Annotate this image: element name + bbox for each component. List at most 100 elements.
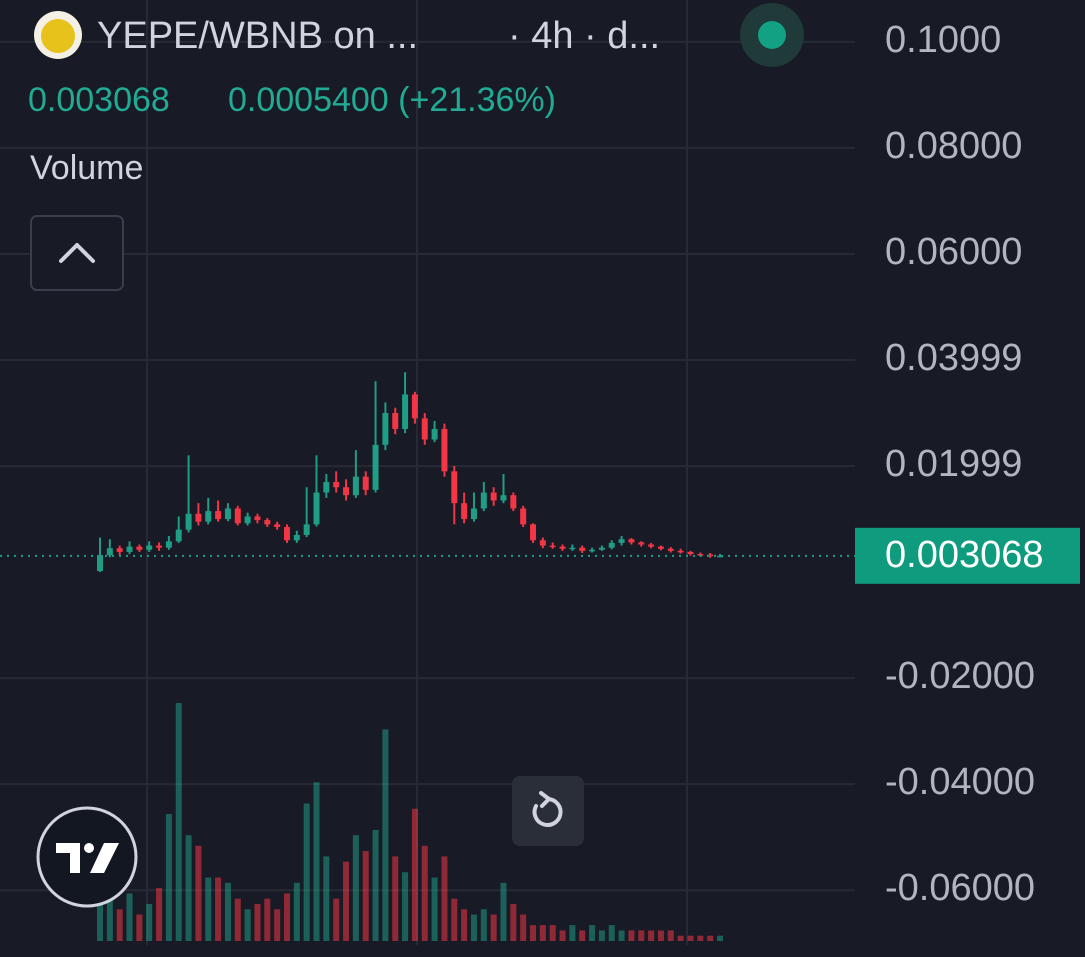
candle-body: [559, 546, 566, 549]
volume-bar: [549, 925, 556, 941]
candle-body: [510, 495, 517, 509]
reset-icon-arrow: [539, 791, 551, 808]
candle-body: [392, 413, 399, 429]
candle-body: [372, 444, 379, 490]
last-price-tag: [855, 527, 1080, 584]
candle-body: [303, 524, 310, 535]
volume-bar: [628, 930, 635, 941]
collapse-button[interactable]: [30, 215, 124, 291]
candle-body: [402, 394, 409, 429]
candle-body: [569, 547, 576, 550]
volume-bar: [283, 893, 290, 941]
volume-bar: [638, 930, 645, 941]
volume-bar: [382, 729, 389, 941]
volume-bar: [717, 935, 723, 941]
chevron-up-icon: [59, 243, 95, 263]
candle-body: [579, 547, 586, 551]
volume-bar: [333, 898, 340, 941]
candle-body: [520, 508, 527, 525]
volume-bar: [126, 893, 133, 941]
status-dot: [758, 21, 786, 49]
volume-bar: [431, 877, 438, 941]
volume-bar: [579, 930, 586, 941]
volume-bar: [343, 861, 350, 941]
candle-body: [254, 516, 261, 521]
volume-bar: [146, 903, 153, 941]
volume-bar: [520, 914, 527, 941]
volume-bar: [205, 877, 212, 941]
volume-bar: [372, 829, 379, 941]
volume-bar: [264, 898, 271, 941]
candle-body: [411, 394, 418, 419]
token-logo-face: [41, 19, 75, 53]
candle-body: [224, 508, 231, 520]
y-tick-label: 0.03999: [885, 337, 1022, 379]
candle-body: [313, 492, 320, 525]
volume-bar: [224, 882, 231, 941]
price-change: 0.0005400 (+21.36%): [228, 81, 556, 119]
candle-body: [618, 539, 625, 543]
candle-body: [116, 548, 123, 552]
y-tick-label: 0.08000: [885, 125, 1022, 167]
volume-bar: [362, 851, 369, 941]
candle-body: [333, 481, 340, 488]
candle-body: [707, 554, 714, 557]
candle-body: [126, 546, 133, 552]
candle-body: [244, 516, 251, 524]
volume-bar: [303, 803, 310, 941]
candle-body: [530, 524, 537, 541]
candle-body: [274, 524, 281, 528]
candle-body: [431, 428, 438, 440]
candle-body: [97, 555, 103, 572]
candle-body: [628, 539, 635, 543]
candle-body: [205, 511, 212, 522]
volume-bar: [490, 914, 497, 941]
volume-bar: [539, 925, 546, 941]
volume-bar: [559, 930, 566, 941]
volume-bar: [500, 882, 507, 941]
candle-body: [470, 508, 477, 520]
candle-body: [343, 487, 350, 496]
volume-bar: [97, 903, 103, 941]
tv-logo-slash: [90, 843, 119, 873]
candle-body: [648, 544, 655, 547]
y-tick-label: 0.1000: [885, 19, 1001, 61]
volume-bar: [648, 930, 655, 941]
candle-body: [165, 541, 172, 548]
y-tick-label: 0.06000: [885, 231, 1022, 273]
reset-button[interactable]: [512, 776, 584, 846]
candle-body: [421, 418, 428, 440]
candle-body: [293, 534, 300, 541]
volume-bar: [352, 835, 359, 941]
candle-body: [539, 540, 546, 546]
candle-body: [106, 548, 113, 556]
candle-body: [136, 546, 143, 550]
symbol-title[interactable]: YEPE/WBNB on ...: [97, 15, 418, 57]
candle-body: [175, 529, 182, 542]
candle-body: [589, 549, 596, 552]
candle-body: [697, 554, 704, 556]
candle-body: [264, 520, 271, 525]
volume-label: Volume: [30, 149, 143, 187]
candle-body: [638, 542, 645, 545]
candle-body: [352, 476, 359, 496]
candle-body: [382, 413, 389, 445]
y-tick-label: -0.06000: [885, 867, 1035, 909]
volume-bar: [156, 888, 163, 941]
volume-bar: [293, 882, 300, 941]
candle-body: [234, 508, 241, 524]
volume-bar: [421, 845, 428, 941]
volume-bar: [274, 909, 281, 941]
candle-body: [195, 513, 202, 522]
candle-body: [441, 428, 448, 472]
candle-body: [687, 551, 694, 555]
volume-bar: [323, 856, 330, 941]
volume-bar: [165, 814, 172, 941]
candle-body: [677, 550, 684, 553]
interval-subtitle[interactable]: · 4h · d...: [508, 15, 660, 57]
volume-bar: [677, 935, 684, 941]
tv-logo[interactable]: [36, 806, 138, 908]
candle-body: [451, 471, 458, 504]
volume-bar: [697, 935, 704, 941]
